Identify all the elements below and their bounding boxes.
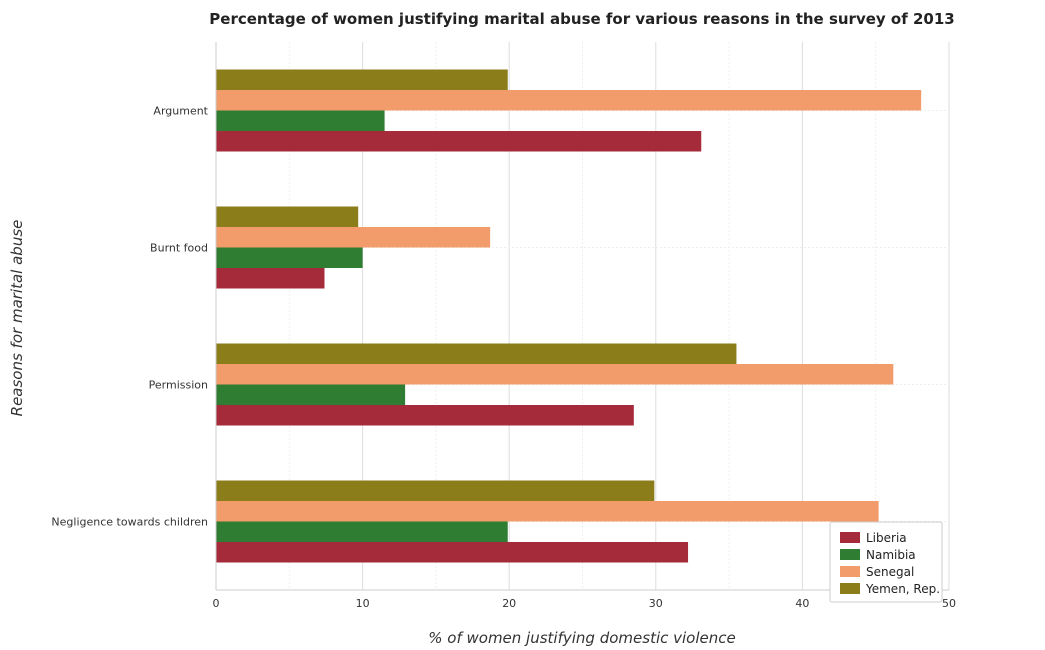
x-tick-label: 20: [502, 597, 516, 610]
y-tick-label: Argument: [153, 105, 208, 118]
y-axis-title: Reasons for marital abuse: [8, 220, 26, 417]
bar: [216, 69, 508, 90]
legend-swatch: [840, 549, 860, 560]
x-tick-label: 50: [942, 597, 956, 610]
bar: [216, 206, 359, 227]
bar: [216, 542, 689, 563]
legend-label: Namibia: [866, 548, 916, 562]
x-tick-label: 40: [795, 597, 809, 610]
bar: [216, 268, 325, 289]
bar: [216, 480, 655, 501]
x-tick-label: 30: [649, 597, 663, 610]
x-tick-label: 0: [213, 597, 220, 610]
x-axis-title: % of women justifying domestic violence: [428, 629, 736, 647]
legend: Liberia Namibia Senegal Yemen, Rep.: [829, 521, 943, 603]
bar: [216, 405, 634, 426]
bars: [216, 69, 922, 563]
bar: [216, 227, 491, 248]
y-tick-label: Burnt food: [150, 242, 208, 255]
legend-swatch: [840, 566, 860, 577]
bar: [216, 384, 406, 405]
bar: [216, 131, 702, 152]
bar: [216, 343, 737, 364]
bar: [216, 521, 508, 542]
bar: [216, 110, 385, 131]
bar: [216, 247, 363, 268]
legend-label: Yemen, Rep.: [865, 582, 940, 596]
bar: [216, 364, 894, 385]
legend-swatch: [840, 532, 860, 543]
chart-title: Percentage of women justifying marital a…: [209, 10, 954, 28]
bar: [216, 501, 879, 522]
y-tick-label: Permission: [149, 379, 208, 392]
legend-label: Senegal: [866, 565, 914, 579]
legend-label: Liberia: [866, 531, 907, 545]
legend-swatch: [840, 583, 860, 594]
x-tick-label: 10: [356, 597, 370, 610]
bar: [216, 90, 922, 111]
axes: 0 10 20 30 40 50 Argument Burnt food Permission N…: [51, 42, 956, 610]
y-tick-label: Negligence towards children: [51, 516, 208, 529]
